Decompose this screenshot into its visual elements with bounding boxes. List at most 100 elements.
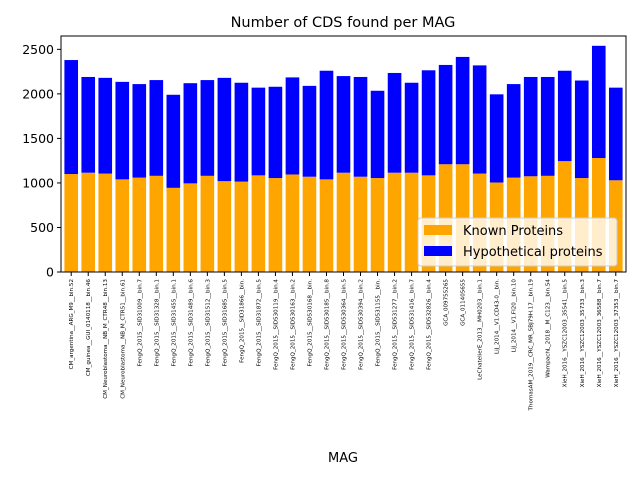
bar-hypothetical-proteins [234, 82, 249, 182]
bar-known-proteins [268, 178, 283, 272]
y-tick-label: 500 [30, 220, 54, 235]
bar-known-proteins [234, 181, 249, 272]
bar-hypothetical-proteins [472, 65, 487, 174]
x-tick-label: FengQ_2015__SID31685__bin.5 [222, 279, 228, 367]
x-tick-label: LiJ_2014__V1.FI20__bin.10 [512, 279, 518, 353]
x-tick-label: FengQ_2015__SID531155__bin. [376, 279, 382, 367]
x-tick-label: FengQ_2015__SID31512__bin.3 [205, 279, 211, 367]
bar-hypothetical-proteins [81, 76, 96, 173]
legend-swatch-hypothetical [424, 246, 452, 256]
bar-hypothetical-proteins [132, 84, 147, 178]
bar-known-proteins [285, 174, 300, 272]
bar-hypothetical-proteins [540, 76, 555, 176]
bar-hypothetical-proteins [557, 70, 572, 162]
bar-hypothetical-proteins [200, 80, 215, 176]
x-tick-label: CM_Neuroblastoma__NB_M_CTR51__bin.61 [120, 279, 126, 399]
x-tick-label: FengQ_2015__SID31872__bin.5 [256, 279, 262, 367]
bar-hypothetical-proteins [404, 82, 419, 173]
bar-known-proteins [217, 181, 232, 272]
bar-hypothetical-proteins [336, 76, 351, 173]
bar-hypothetical-proteins [489, 94, 504, 183]
y-tick-label: 2000 [22, 86, 54, 101]
x-tick-label: FengQ_2015__SID531277__bin.2 [393, 279, 399, 370]
bar-known-proteins [387, 172, 402, 272]
x-tick-label: ThomasAM_2019__CRC_MR_SBJ79H.17__bin.19 [529, 279, 535, 412]
x-tick-label: CM_argentina__ARG_M9__bin.52 [69, 279, 75, 369]
x-tick-label: LeChatelierE_2013__MH0203__bin.1 [478, 279, 484, 380]
x-tick-label: XieH_2016__YSZC12003_36588__bin.7 [597, 279, 603, 388]
bar-hypothetical-proteins [438, 64, 453, 165]
bar-hypothetical-proteins [387, 72, 402, 173]
bar-hypothetical-proteins [268, 86, 283, 179]
x-tick-label: XieH_2016__YSZC12003_35733__bin.3 [580, 279, 586, 388]
bar-known-proteins [404, 172, 419, 272]
y-tick-label: 0 [46, 265, 54, 280]
bar-hypothetical-proteins [591, 45, 606, 159]
legend-swatch-known [424, 225, 452, 235]
bar-hypothetical-proteins [149, 80, 164, 176]
bar-known-proteins [149, 175, 164, 272]
bar-known-proteins [166, 187, 181, 272]
bar-known-proteins [183, 183, 198, 272]
bar-hypothetical-proteins [166, 94, 181, 188]
bar-hypothetical-proteins [115, 81, 130, 180]
bar-hypothetical-proteins [421, 70, 436, 176]
bar-hypothetical-proteins [523, 76, 538, 177]
bar-hypothetical-proteins [455, 56, 470, 165]
bar-hypothetical-proteins [285, 77, 300, 175]
bar-known-proteins [200, 175, 215, 272]
x-tick-label: WampachL_2018__M_C123__bin.54 [546, 279, 552, 378]
bar-hypothetical-proteins [370, 90, 385, 179]
x-tick-label: FengQ_2015__SID31489__bin.6 [188, 279, 194, 367]
chart-legend: Known Proteins Hypothetical proteins [417, 217, 618, 267]
x-tick-label: XieH_2016__YSZC12003_35541__bin.5 [563, 279, 569, 388]
bar-hypothetical-proteins [608, 87, 623, 181]
x-tick-label: FengQ_2015__SID530119__bin.4 [273, 279, 279, 370]
x-tick-label: FengQ_2015__SID530185__bin.8 [324, 279, 330, 370]
x-tick-label: CM_Neuroblastoma__NB_M_CTR48__bin.13 [103, 279, 109, 399]
bar-known-proteins [336, 172, 351, 272]
bar-known-proteins [353, 176, 368, 272]
x-tick-label: FengQ_2015__SID530394__bin.2 [359, 279, 365, 370]
x-tick-label: FengQ_2015__SID31866__bin. [239, 279, 245, 363]
bar-hypothetical-proteins [64, 60, 79, 175]
bar-known-proteins [98, 173, 113, 272]
x-tick-label: FengQ_2015__SID31328__bin.1 [154, 279, 160, 367]
y-tick-label: 2500 [22, 42, 54, 57]
x-tick-label: FengQ_2015__SID531416__bin.7 [410, 279, 416, 370]
bar-hypothetical-proteins [319, 70, 334, 180]
x-tick-label: GCA_009755265 [444, 279, 450, 326]
bar-known-proteins [370, 178, 385, 272]
bar-known-proteins [251, 175, 266, 272]
x-tick-label: CM_guinea__GUI_0140118__bin.46 [86, 279, 92, 377]
legend-label-known: Known Proteins [463, 224, 563, 239]
y-tick-label: 1500 [22, 131, 54, 146]
x-tick-label: FengQ_2015__SID530364__bin.5 [342, 279, 348, 370]
bar-hypothetical-proteins [183, 83, 198, 184]
bar-hypothetical-proteins [251, 87, 266, 176]
x-tick-label: FengQ_2015__SID31455__bin.1 [171, 279, 177, 367]
bar-known-proteins [115, 179, 130, 272]
x-tick-label: XieH_2016__YSZC12003_37353__bin.7 [614, 279, 620, 388]
bar-known-proteins [302, 176, 317, 272]
x-tick-label: FengQ_2015__SID530168__bin. [307, 279, 313, 367]
x-tick-label: LiJ_2014__V1.CD43-0__bin. [495, 279, 501, 354]
legend-box [417, 217, 618, 267]
x-axis-label: MAG [328, 451, 358, 466]
bar-hypothetical-proteins [217, 77, 232, 182]
bar-known-proteins [319, 179, 334, 272]
bar-known-proteins [64, 174, 79, 272]
legend-label-hypothetical: Hypothetical proteins [463, 245, 603, 260]
x-tick-label: FengQ_2015__SID532826__bin.4 [427, 279, 433, 370]
bar-known-proteins [132, 177, 147, 272]
x-tick-label: FengQ_2015__SID31009__bin.7 [137, 279, 143, 367]
x-tick-label: GCA_011405655 [461, 279, 467, 326]
bar-known-proteins [81, 172, 96, 272]
bar-hypothetical-proteins [98, 77, 113, 174]
y-tick-label: 1000 [22, 175, 54, 190]
chart-title: Number of CDS found per MAG [231, 15, 456, 31]
bar-hypothetical-proteins [353, 76, 368, 177]
bar-hypothetical-proteins [574, 80, 589, 179]
bar-hypothetical-proteins [302, 85, 317, 177]
